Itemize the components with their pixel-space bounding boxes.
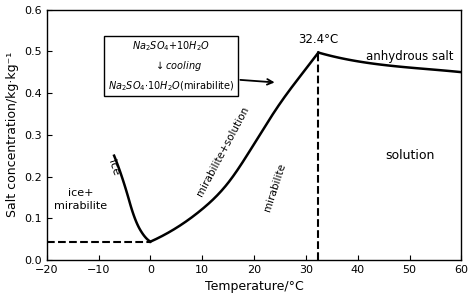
Y-axis label: Salt concentration/kg·kg⁻¹: Salt concentration/kg·kg⁻¹ xyxy=(6,52,18,217)
Text: mirabilite: mirabilite xyxy=(262,162,287,212)
Text: mirabilite+solution: mirabilite+solution xyxy=(195,105,251,198)
Text: anhydrous salt: anhydrous salt xyxy=(366,50,453,63)
Text: ice: ice xyxy=(106,159,120,177)
Text: 32.4°C: 32.4°C xyxy=(298,33,338,46)
X-axis label: Temperature/°C: Temperature/°C xyxy=(205,280,303,293)
Text: $\it{Na_2SO_4}$+10$\it{H_2O}$
    $\downarrow$$\it{cooling}$
$\it{Na_2SO_4}$$\cd: $\it{Na_2SO_4}$+10$\it{H_2O}$ $\downarro… xyxy=(108,39,235,93)
Text: solution: solution xyxy=(385,149,434,162)
Text: ice+
mirabilite: ice+ mirabilite xyxy=(54,188,107,211)
